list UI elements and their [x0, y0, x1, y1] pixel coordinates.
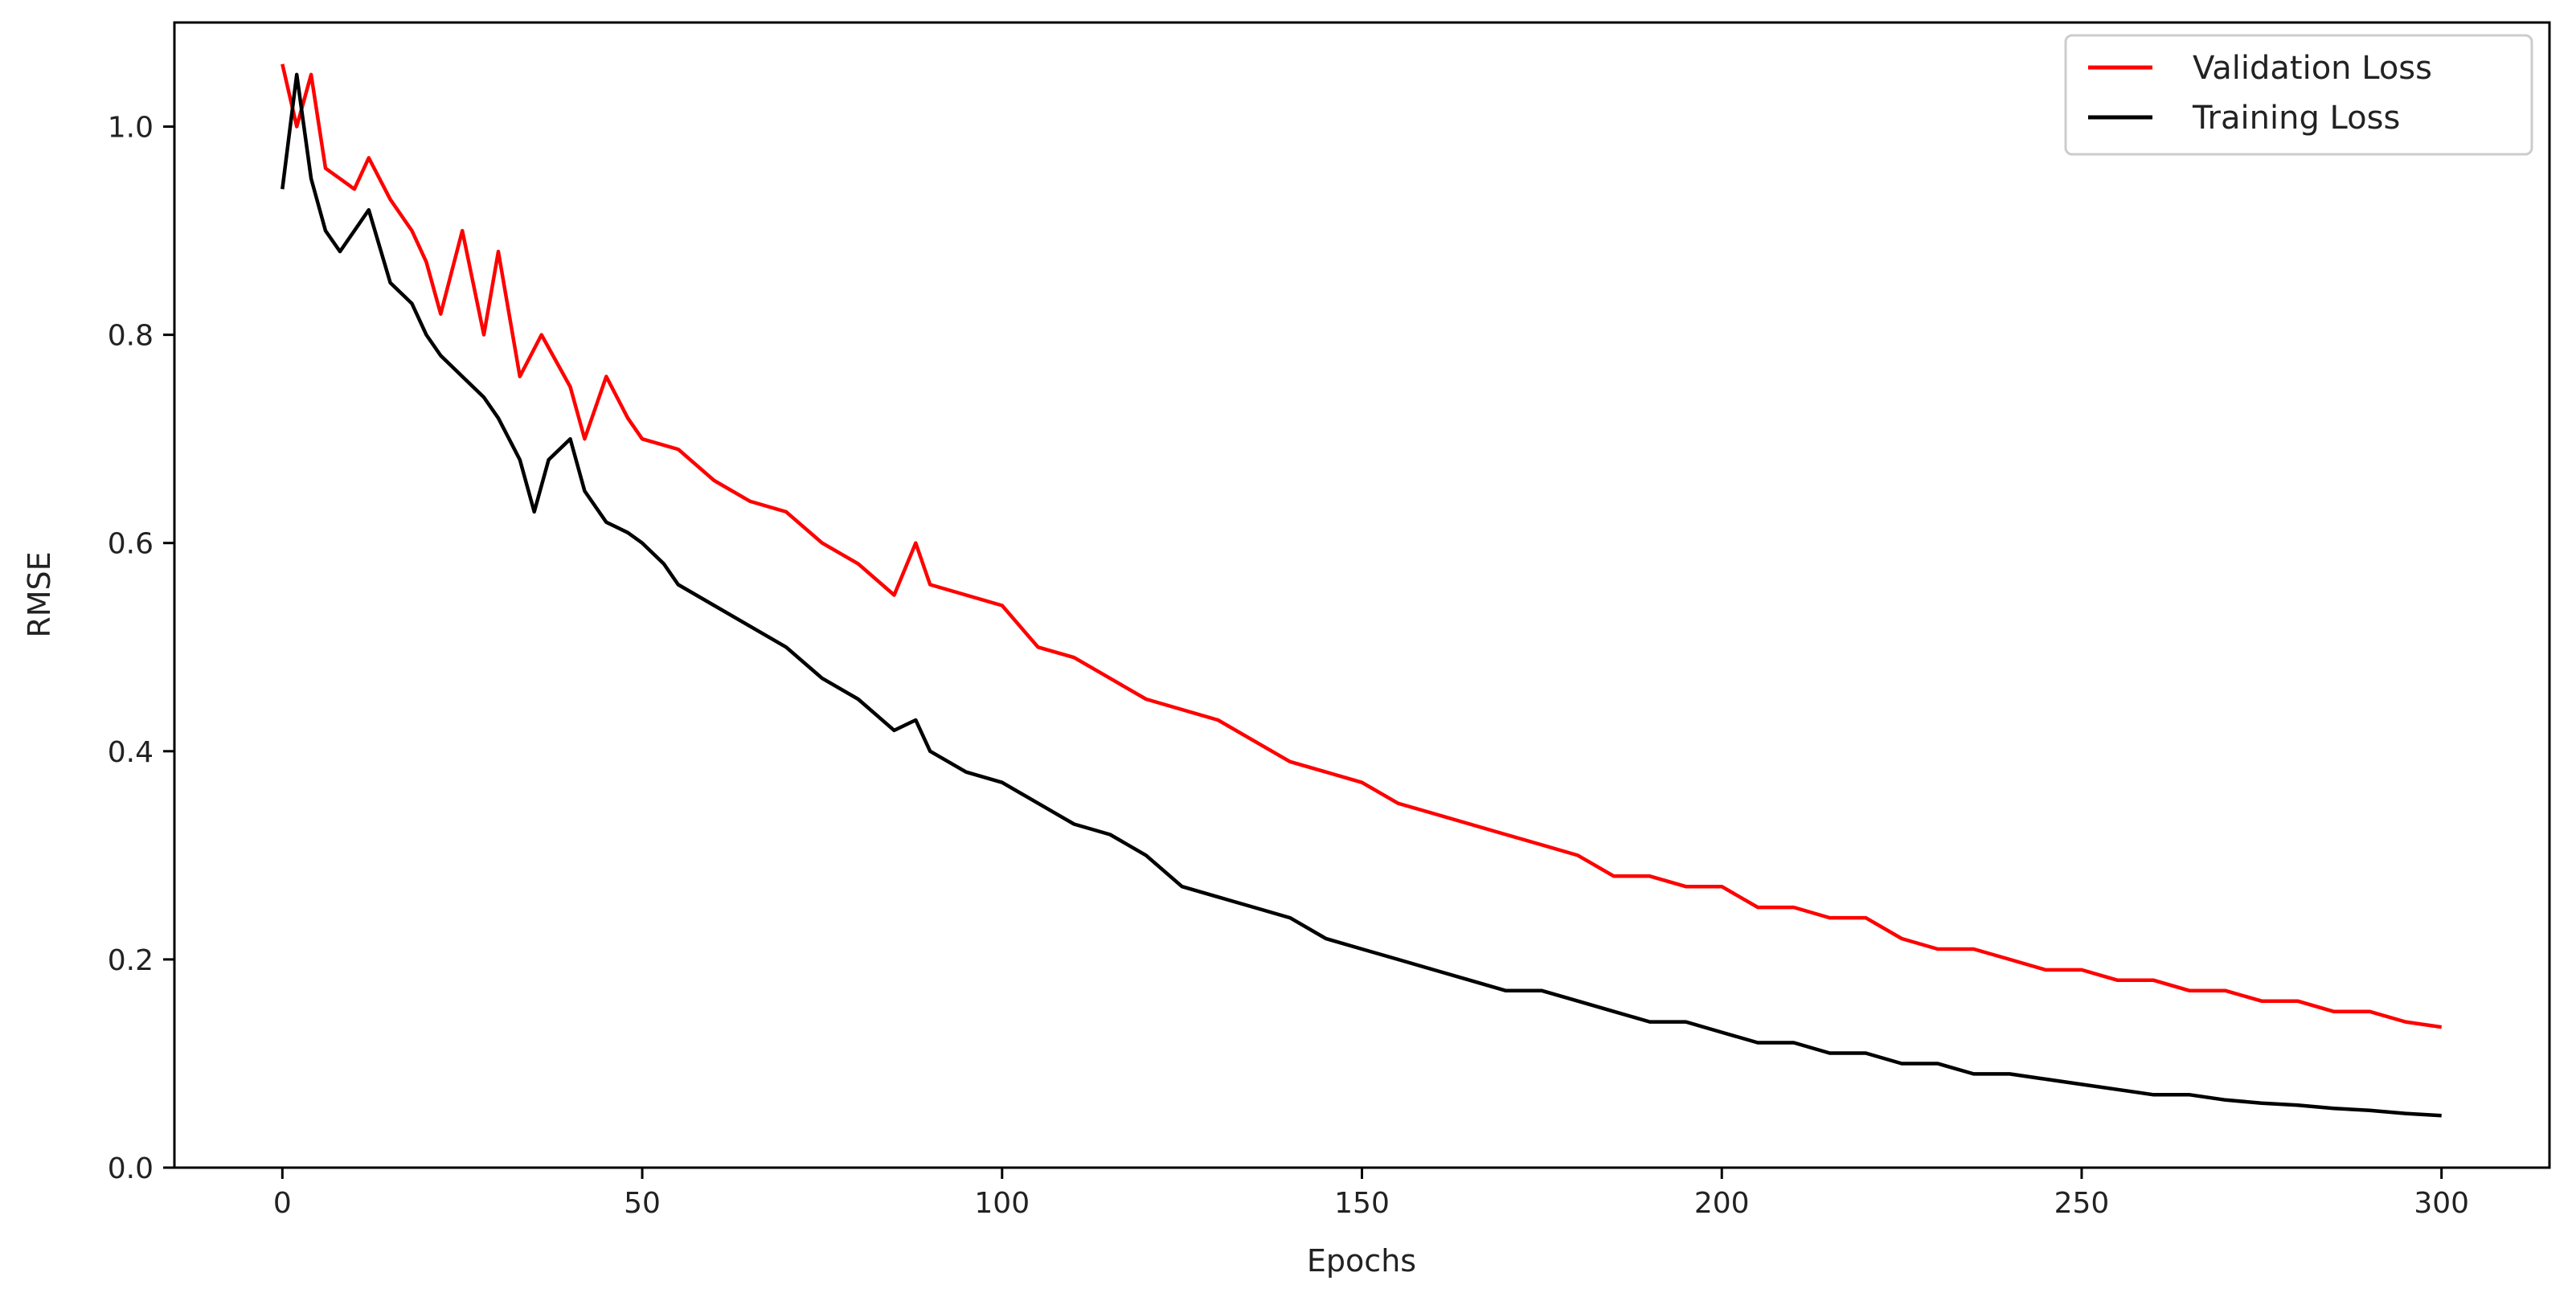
x-tick-label: 150 [1334, 1187, 1390, 1220]
y-tick-label: 0.2 [108, 944, 154, 977]
plot-area [173, 21, 2551, 1169]
legend-box [2064, 34, 2533, 156]
ticks-layer: 0 50 100 150 200 250 300 0.0 0.2 0.4 0.6 0.8 1.0 [108, 112, 2469, 1220]
x-tick-label: 50 [624, 1187, 661, 1220]
y-tick-label: 0.8 [108, 320, 154, 353]
y-tick-label: 1.0 [108, 112, 154, 145]
y-tick-label: 0.4 [108, 736, 154, 769]
x-tick-label: 200 [1694, 1187, 1750, 1220]
series-layer [281, 63, 2443, 1118]
x-tick-label: 100 [974, 1187, 1030, 1220]
x-tick-label: 0 [273, 1187, 292, 1220]
x-tick-label: 300 [2414, 1187, 2469, 1220]
x-tick-label: 250 [2054, 1187, 2110, 1220]
legend-label-validation: Validation Loss [2193, 50, 2432, 87]
y-tick-label: 0.6 [108, 528, 154, 561]
y-tick-label: 0.0 [108, 1152, 154, 1185]
series-line-training-loss [281, 72, 2442, 1118]
legend: Validation Loss Training Loss [2064, 34, 2533, 156]
series-line-validation-loss [281, 63, 2443, 1029]
legend-label-training: Training Loss [2192, 100, 2400, 137]
y-axis-label: RMSE [22, 551, 57, 637]
x-axis-label: Epochs [1307, 1243, 1416, 1279]
